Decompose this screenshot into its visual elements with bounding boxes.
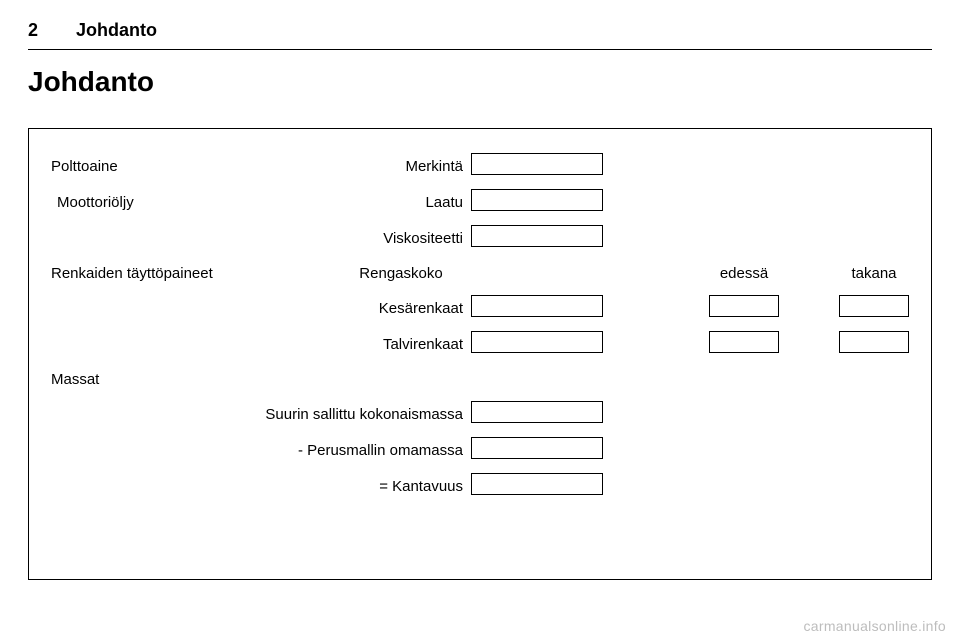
kerb-mass-row: - Perusmallin omamassa xyxy=(51,437,909,463)
oil-viscosity-input[interactable] xyxy=(471,225,603,247)
kerb-mass-input[interactable] xyxy=(471,437,603,459)
payload-label: = Kantavuus xyxy=(251,478,471,495)
kerb-mass-label: - Perusmallin omamassa xyxy=(251,442,471,459)
summer-tyres-label: Kesärenkaat xyxy=(251,300,471,317)
oil-quality-label: Laatu xyxy=(251,194,471,211)
summer-tyres-front-input[interactable] xyxy=(709,295,779,317)
page-header: 2 Johdanto xyxy=(28,20,932,41)
summer-tyres-rear-input[interactable] xyxy=(839,295,909,317)
oil-label: Moottoriöljy xyxy=(51,194,251,211)
fuel-marking-input[interactable] xyxy=(471,153,603,175)
tyre-front-header: edessä xyxy=(699,265,789,282)
tyre-rear-header: takana xyxy=(829,265,919,282)
spec-form: Polttoaine Merkintä Moottoriöljy Laatu V… xyxy=(28,128,932,580)
winter-tyres-size-input[interactable] xyxy=(471,331,603,353)
oil-quality-row: Moottoriöljy Laatu xyxy=(51,189,909,215)
watermark: carmanualsonline.info xyxy=(804,618,947,634)
winter-tyres-row: Talvirenkaat xyxy=(51,331,909,357)
masses-label-row: Massat xyxy=(51,367,909,391)
summer-tyres-row: Kesärenkaat xyxy=(51,295,909,321)
payload-input[interactable] xyxy=(471,473,603,495)
fuel-marking-label: Merkintä xyxy=(251,158,471,175)
header-rule xyxy=(28,49,932,50)
page-title: Johdanto xyxy=(28,66,932,98)
gross-mass-label: Suurin sallittu kokonaismassa xyxy=(251,406,471,423)
tyres-label: Renkaiden täyttöpaineet xyxy=(51,265,251,282)
summer-tyres-size-input[interactable] xyxy=(471,295,603,317)
masses-label: Massat xyxy=(51,371,251,388)
fuel-label: Polttoaine xyxy=(51,158,251,175)
payload-row: = Kantavuus xyxy=(51,473,909,499)
oil-quality-input[interactable] xyxy=(471,189,603,211)
winter-tyres-front-input[interactable] xyxy=(709,331,779,353)
winter-tyres-label: Talvirenkaat xyxy=(251,336,471,353)
header-section-title: Johdanto xyxy=(76,20,157,41)
oil-viscosity-row: Viskositeetti xyxy=(51,225,909,251)
gross-mass-input[interactable] xyxy=(471,401,603,423)
page-number: 2 xyxy=(28,20,38,41)
oil-viscosity-label: Viskositeetti xyxy=(251,230,471,247)
winter-tyres-rear-input[interactable] xyxy=(839,331,909,353)
gross-mass-row: Suurin sallittu kokonaismassa xyxy=(51,401,909,427)
tyre-size-header: Rengaskoko xyxy=(331,265,471,282)
fuel-row: Polttoaine Merkintä xyxy=(51,153,909,179)
tyres-header-row: Renkaiden täyttöpaineet Rengaskoko edess… xyxy=(51,261,909,285)
